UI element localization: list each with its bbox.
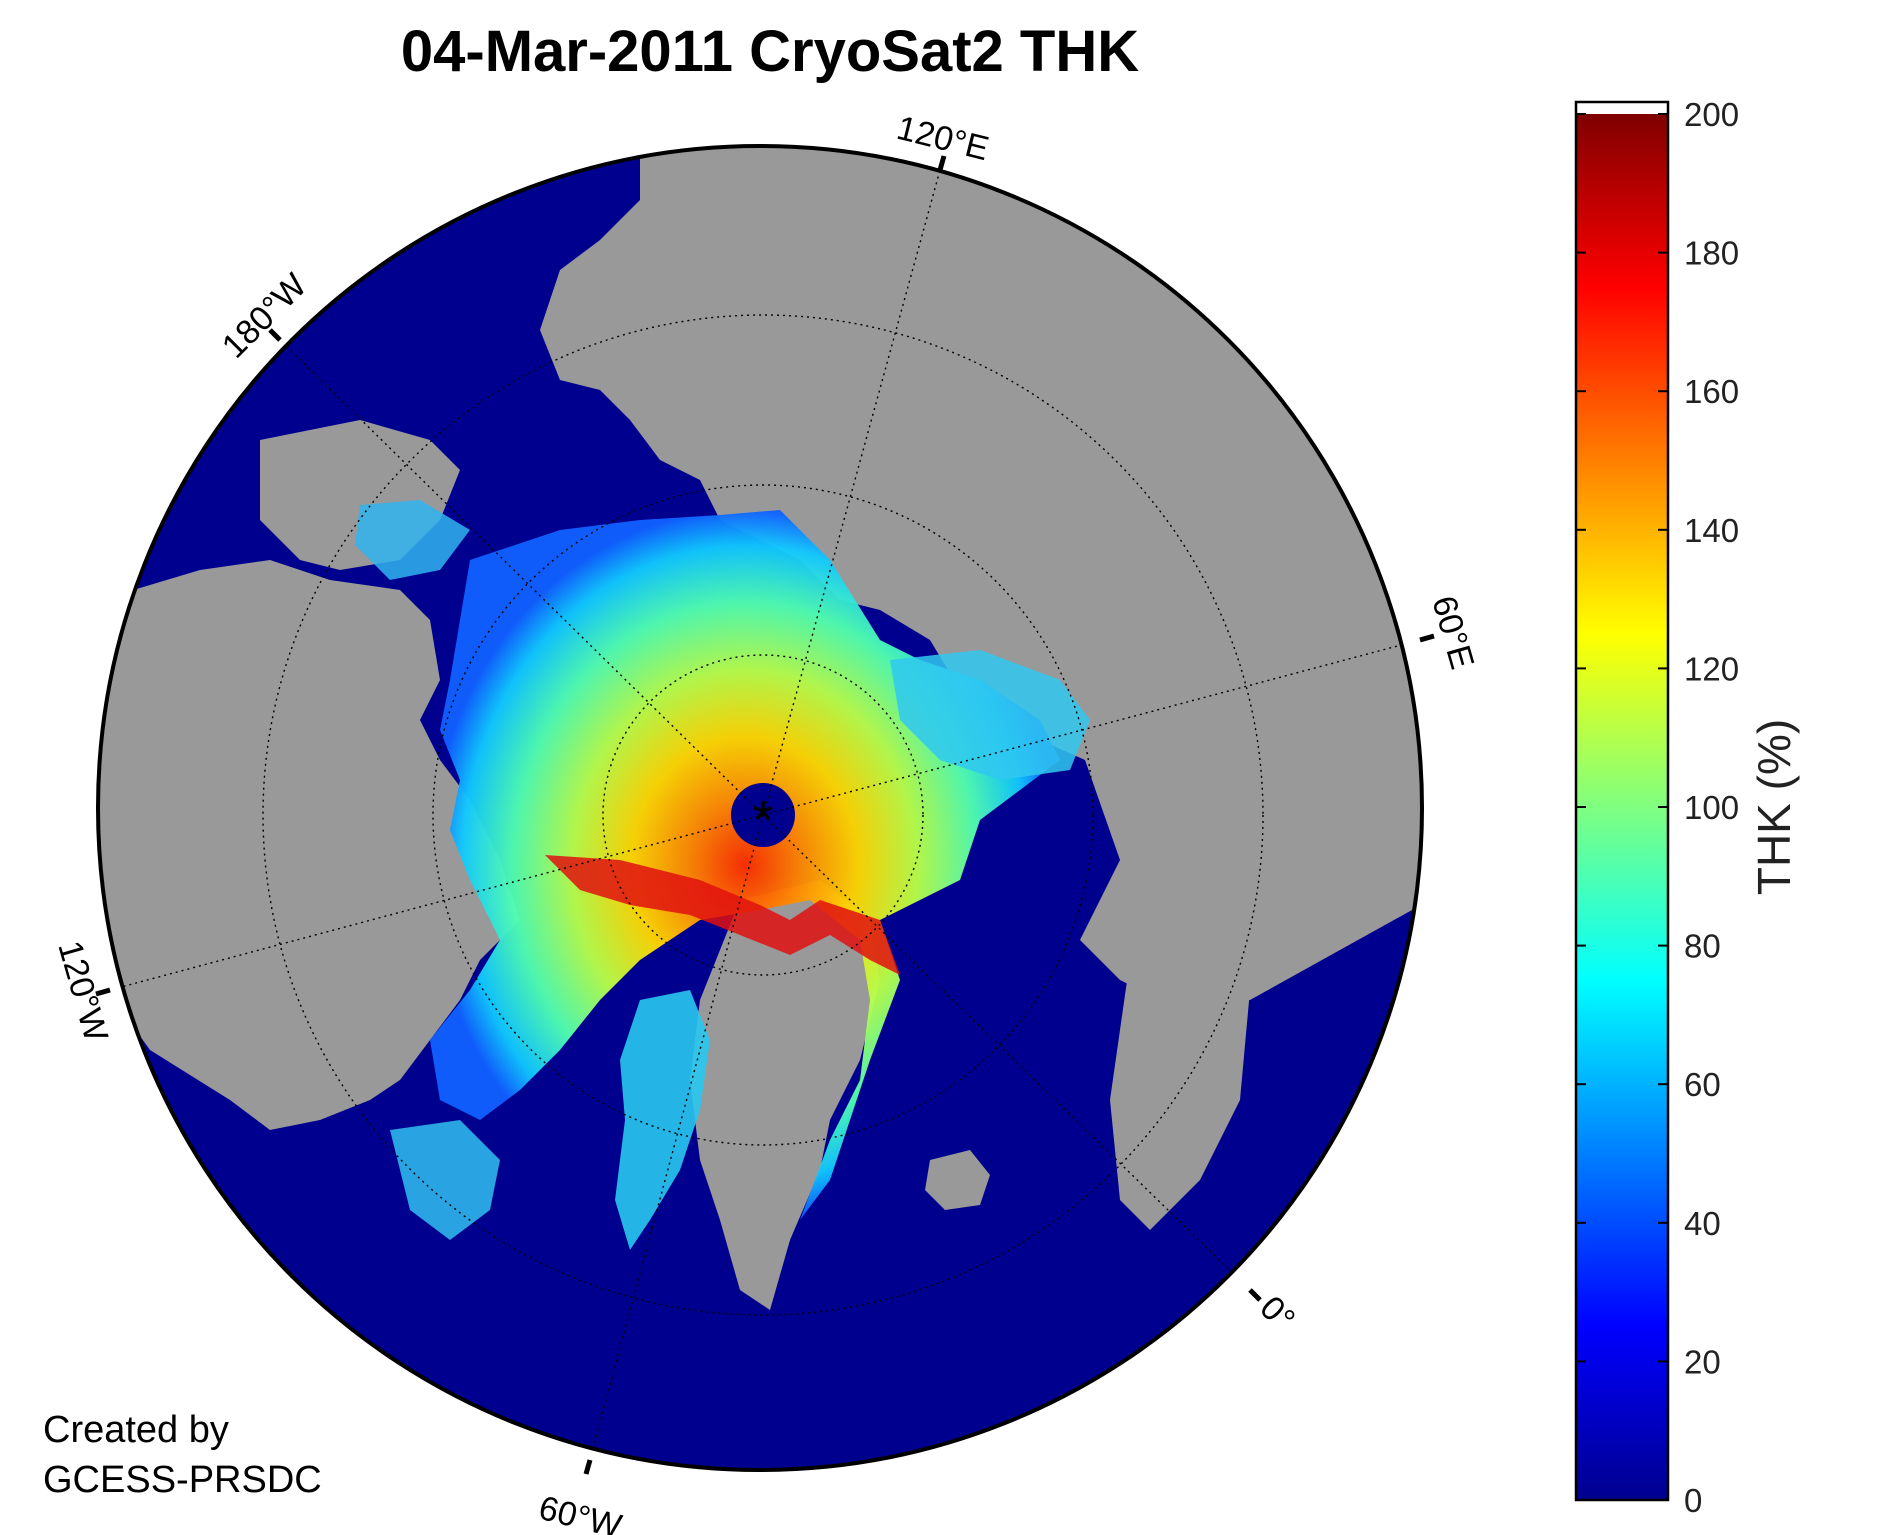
colorbar-tick-label: 100 [1684,789,1739,826]
baffin-bay-ice [615,990,710,1250]
colorbar-tick-label: 0 [1684,1482,1702,1519]
bering-sea-ice [355,500,470,580]
colorbar-tick-label: 20 [1684,1343,1721,1380]
meridian-ticks [95,155,1435,1475]
label-60e: 60°E [1424,592,1481,674]
barents-sea-ice [890,650,1090,780]
label-60w: 60°W [535,1489,625,1535]
eurasia-land [540,146,1422,1010]
colorbar-tick-label: 180 [1684,235,1739,272]
credit-text: Created by GCESS-PRSDC [43,1405,322,1505]
credit-line-2: GCESS-PRSDC [43,1459,322,1501]
credit-line-1: Created by [43,1409,229,1451]
graticule [109,169,1421,1461]
colorbar-tick-label: 200 [1684,96,1739,133]
colorbar-tick-label: 120 [1684,650,1739,687]
colorbar: 0 20 40 60 80 100 120 140 160 180 200 THK (%) [1574,96,1800,1519]
colorbar-tick-label: 40 [1684,1205,1721,1242]
colorbar-ticks: 0 20 40 60 80 100 120 140 160 180 200 [1576,96,1739,1519]
polar-map [98,146,1422,1470]
colorbar-tick-label: 140 [1684,512,1739,549]
north-america-land [100,560,520,1130]
map-frame [96,144,1424,1472]
colorbar-tick-label: 160 [1684,373,1739,410]
label-0: 0° [1252,1289,1302,1339]
svalbard-land [925,1150,990,1210]
colorbar-tick-label: 60 [1684,1066,1721,1103]
thick-ice-band [545,855,900,975]
colorbar-overflow-cap [1576,102,1668,114]
colorbar-label: THK (%) [1748,719,1800,895]
colorbar-frame [1574,100,1670,1502]
map-title: 04-Mar-2011 CryoSat2 THK [400,19,1140,84]
hudson-bay-ice [390,1120,500,1240]
greenland-land [690,880,880,1310]
scandinavia-land [1110,940,1250,1230]
colorbar-tick-label: 80 [1684,928,1721,965]
pole-marker: * [752,790,773,850]
colorbar-gradient [1576,114,1668,1500]
